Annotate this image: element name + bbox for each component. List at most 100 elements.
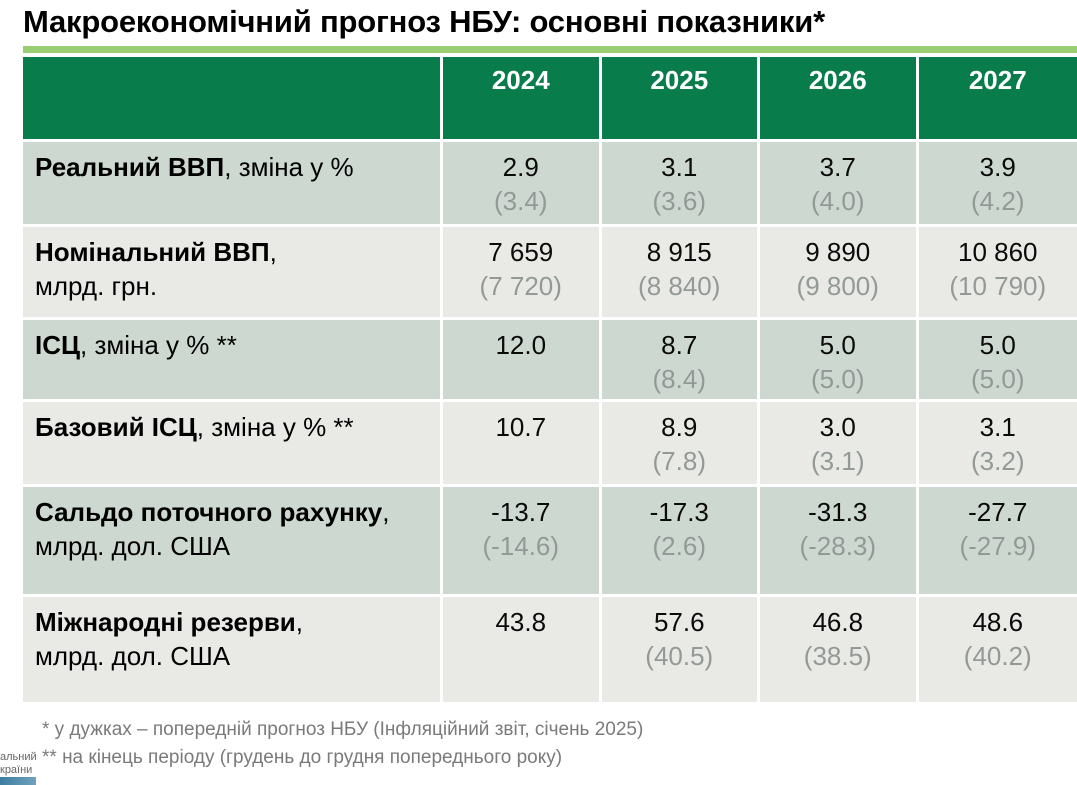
- value-current: 10.7: [495, 412, 547, 442]
- cell-2025: 57.6 (40.5): [601, 597, 760, 702]
- cell-2024: -13.7 (-14.6): [443, 487, 602, 597]
- cell-2025: 8 915 (8 840): [601, 227, 760, 320]
- row-label-rest: ,: [382, 497, 390, 527]
- value-current: 3.1: [979, 412, 1016, 442]
- value-current: 3.1: [661, 152, 698, 182]
- value-current: 12.0: [495, 330, 547, 360]
- value-previous: (-28.3): [799, 531, 877, 561]
- row-label-bold: Базовий ІСЦ: [35, 412, 197, 442]
- row-label-rest: ,: [295, 607, 304, 637]
- cell-2027: 10 860 (10 790): [918, 227, 1077, 320]
- cell-2024: 12.0: [443, 320, 602, 402]
- value-current: 10 860: [957, 237, 1038, 267]
- row-label-line2: млрд. дол. США: [35, 531, 231, 561]
- row-current-account: Сальдо поточного рахунку, млрд. дол. США…: [23, 487, 1077, 597]
- cell-2027: 5.0 (5.0): [918, 320, 1077, 402]
- logo-text-line2: країни: [0, 764, 33, 776]
- value-current: 48.6: [972, 607, 1024, 637]
- value-current: 3.9: [979, 152, 1016, 182]
- value-current: 9 890: [805, 237, 871, 267]
- row-core-cpi: Базовий ІСЦ, зміна у % ** 10.7 8.9 (7.8)…: [23, 402, 1077, 487]
- value-current: 2.9: [502, 152, 539, 182]
- value-current: 7 659: [488, 237, 554, 267]
- row-label-bold: Міжнародні резерви: [35, 607, 296, 637]
- row-label-cell: Міжнародні резерви, млрд. дол. США: [23, 597, 443, 702]
- row-label-line2: млрд. дол. США: [35, 641, 231, 671]
- value-current: 43.8: [495, 607, 547, 637]
- row-label-line2: млрд. грн.: [35, 271, 158, 301]
- value-current: 57.6: [653, 607, 705, 637]
- header-year-2026: 2026: [760, 57, 919, 142]
- value-previous: (5.0): [971, 364, 1025, 394]
- cell-2025: 3.1 (3.6): [601, 142, 760, 227]
- value-current: 46.8: [812, 607, 864, 637]
- value-previous: (-27.9): [959, 531, 1037, 561]
- value-previous: (3.6): [652, 186, 706, 216]
- page-title: Макроекономічний прогноз НБУ: основні по…: [23, 4, 825, 39]
- value-current: -17.3: [649, 497, 709, 527]
- cell-2025: -17.3 (2.6): [601, 487, 760, 597]
- cell-2024: 10.7: [443, 402, 602, 487]
- cell-2027: 48.6 (40.2): [918, 597, 1077, 702]
- value-previous: (8 840): [638, 271, 721, 301]
- cell-2026: 5.0 (5.0): [760, 320, 919, 402]
- cell-2024: 7 659 (7 720): [443, 227, 602, 320]
- row-real-gdp: Реальний ВВП, зміна у % 2.9 (3.4) 3.1 (3…: [23, 142, 1077, 227]
- value-current: 5.0: [979, 330, 1016, 360]
- row-nominal-gdp: Номінальний ВВП, млрд. грн. 7 659 (7 720…: [23, 227, 1077, 320]
- footnote-2: ** на кінець періоду (грудень до грудня …: [42, 747, 563, 768]
- value-previous: (7.8): [652, 446, 706, 476]
- cell-2024: 43.8: [443, 597, 602, 702]
- cell-2027: 3.9 (4.2): [918, 142, 1077, 227]
- value-previous: (5.0): [811, 364, 865, 394]
- row-label-bold: Реальний ВВП: [35, 152, 225, 182]
- nbu-logo-text-fragment: альний країни: [0, 751, 37, 777]
- cell-2027: 3.1 (3.2): [918, 402, 1077, 487]
- row-label-bold: ІСЦ: [35, 330, 80, 360]
- header-year-2025: 2025: [601, 57, 760, 142]
- value-previous: (9 800): [796, 271, 879, 301]
- value-current: -27.7: [968, 497, 1028, 527]
- title-underline: [23, 46, 1077, 53]
- header-year-2027: 2027: [918, 57, 1077, 142]
- corner-photo-fragment: [0, 777, 36, 785]
- cell-2024: 2.9 (3.4): [443, 142, 602, 227]
- cell-2026: -31.3 (-28.3): [760, 487, 919, 597]
- cell-2026: 46.8 (38.5): [760, 597, 919, 702]
- cell-2027: -27.7 (-27.9): [918, 487, 1077, 597]
- row-international-reserves: Міжнародні резерви, млрд. дол. США 43.8 …: [23, 597, 1077, 702]
- value-previous: (-14.6): [482, 531, 560, 561]
- row-label-cell: Реальний ВВП, зміна у %: [23, 142, 443, 227]
- forecast-table: 2024 2025 2026 2027 Реальний ВВП, зміна …: [23, 57, 1077, 702]
- value-previous: (40.5): [645, 641, 714, 671]
- value-current: 5.0: [819, 330, 856, 360]
- row-label-rest: , зміна у %: [224, 152, 354, 182]
- header-indicator-cell: [23, 57, 443, 142]
- value-previous: (7 720): [479, 271, 562, 301]
- value-current: 8.9: [661, 412, 698, 442]
- value-previous: (8.4): [652, 364, 706, 394]
- value-previous: (40.2): [963, 641, 1032, 671]
- value-previous: (38.5): [803, 641, 872, 671]
- value-current: -13.7: [491, 497, 551, 527]
- cell-2025: 8.7 (8.4): [601, 320, 760, 402]
- value-current: 8 915: [646, 237, 712, 267]
- row-label-rest: , зміна у % **: [196, 412, 354, 442]
- footnotes: * у дужках – попередній прогноз НБУ (Інф…: [42, 716, 643, 772]
- row-label-bold: Номінальний ВВП: [35, 237, 270, 267]
- value-previous: (10 790): [949, 271, 1047, 301]
- footnote-1: * у дужках – попередній прогноз НБУ (Інф…: [42, 719, 644, 740]
- logo-text-line1: альний: [0, 751, 37, 763]
- value-previous: (3.2): [971, 446, 1025, 476]
- row-label-rest: , зміна у % **: [80, 330, 237, 360]
- value-previous: (2.6): [652, 531, 706, 561]
- row-label-cell: Номінальний ВВП, млрд. грн.: [23, 227, 443, 320]
- value-previous: (3.1): [811, 446, 865, 476]
- value-current: -31.3: [808, 497, 868, 527]
- value-current: 3.7: [819, 152, 856, 182]
- value-current: 3.0: [819, 412, 856, 442]
- cell-2026: 3.0 (3.1): [760, 402, 919, 487]
- row-cpi: ІСЦ, зміна у % ** 12.0 8.7 (8.4) 5.0 (5.…: [23, 320, 1077, 402]
- row-label-rest: ,: [269, 237, 277, 267]
